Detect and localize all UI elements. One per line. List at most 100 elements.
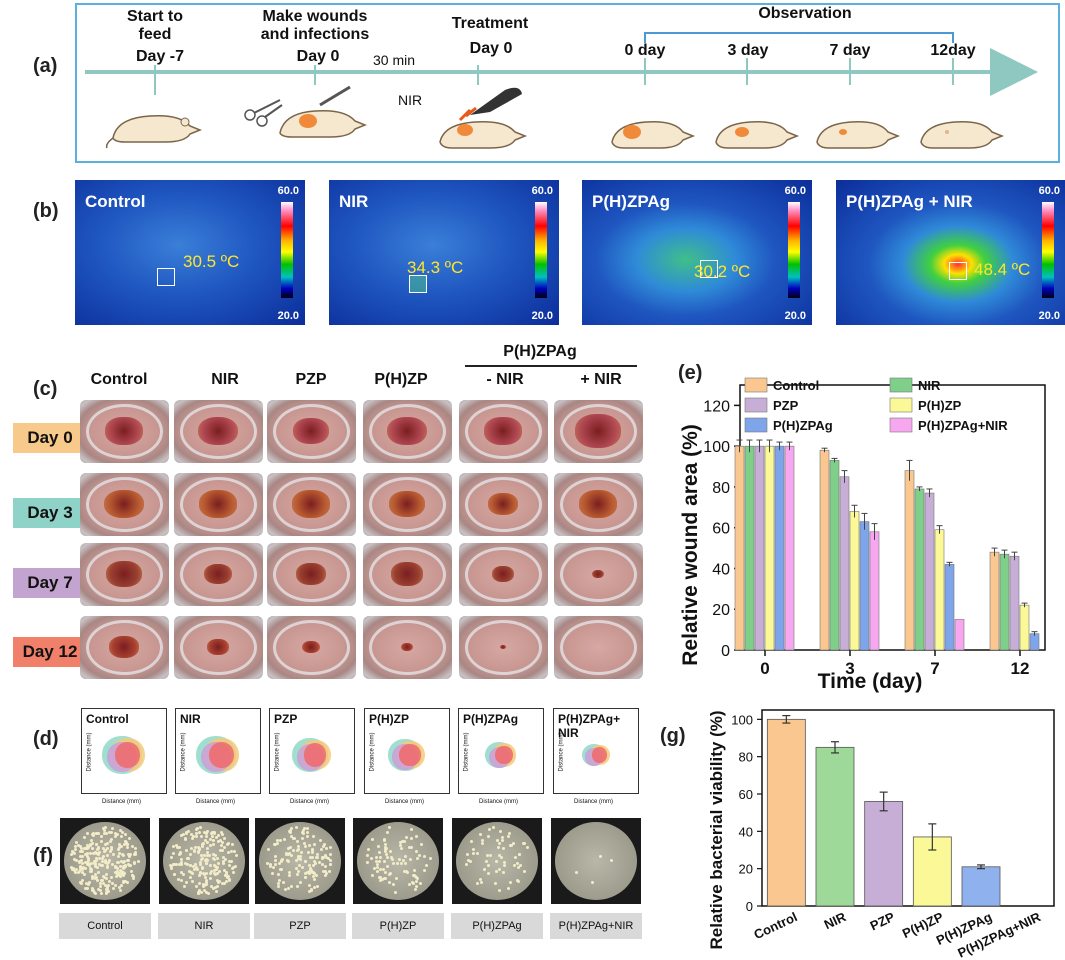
bacterial-colony [284,852,288,856]
bacterial-colony [180,857,184,861]
day-0-wound: Day 0 [296,48,340,65]
bacterial-colony [303,826,307,830]
bacterial-colony [306,831,310,835]
bacterial-colony [110,876,114,880]
bacterial-colony [180,871,184,875]
bacterial-colony [229,860,233,864]
bacterial-colony [415,877,419,881]
bacterial-colony [204,871,208,875]
bacterial-colony [304,845,308,849]
bacterial-colony [194,862,198,866]
bacterial-colony [120,869,124,873]
bacterial-colony [181,833,185,837]
bacterial-colony [472,847,475,851]
day-tag-0: Day 0 [13,423,87,453]
wound-photo [80,473,169,536]
bacterial-colony [75,867,79,871]
bacterial-colony [196,851,200,855]
e-legend-label: NIR [918,378,941,393]
bacterial-colony [128,863,132,867]
bacterial-colony [203,875,207,879]
scale-max: 60.0 [784,185,806,197]
bacterial-colony [210,831,214,835]
bacterial-colony [99,840,103,843]
bacterial-colony [419,882,423,886]
bacterial-colony [306,850,310,854]
bacterial-colony [117,854,121,858]
bacterial-colony [271,866,275,870]
petri-ring [86,477,163,532]
bacterial-colony [184,836,187,840]
bacterial-colony [126,863,130,867]
color-scale [1042,202,1054,298]
rat-icon-wound [244,85,368,138]
bacterial-colony [365,861,369,865]
wound-photo [363,473,452,536]
bacterial-colony [205,832,209,836]
bacterial-colony [211,839,215,843]
bacterial-colony [290,884,294,888]
bacterial-colony [78,854,82,858]
bacterial-colony [480,838,484,842]
bacterial-colony [87,864,91,868]
bacterial-colony [197,830,201,834]
bacterial-colony [377,860,381,864]
bacterial-colony [370,838,374,842]
bacterial-colony [325,847,329,851]
e-bar [839,476,850,651]
bacterial-colony [307,864,311,868]
bacterial-colony [288,846,292,849]
bacterial-colony [119,844,123,848]
petri-ring [273,477,350,532]
bacterial-colony [283,837,287,841]
bacterial-colony [325,856,329,860]
bacterial-colony [83,846,87,850]
bacterial-colony [266,848,270,852]
bacterial-colony [123,859,127,863]
bacterial-colony [221,849,225,853]
petri-ring [86,620,163,675]
thermal-title: Control [85,192,146,211]
bacterial-colony [100,863,104,867]
bacterial-colony [403,870,407,874]
bacterial-colony [223,836,227,840]
g-xtick-label: NIR [822,909,849,932]
bacterial-colony [96,879,100,883]
bacterial-colony [212,868,216,872]
bacterial-colony [187,857,191,861]
bacterial-colony [276,841,280,845]
bacterial-colony [90,869,94,873]
bacterial-colony [205,854,209,858]
plate-label: NIR [158,913,250,939]
bacterial-colony [324,865,328,869]
bacterial-colony [119,860,123,864]
bacterial-colony [186,863,190,867]
bacterial-colony [82,835,86,839]
bacterial-colony [311,856,315,860]
e-legend-swatch [744,417,768,433]
bacterial-colony [189,832,193,836]
bacterial-colony [397,858,401,862]
agar-plate [255,818,345,904]
bacterial-colony [322,844,326,848]
bacterial-colony [388,873,392,877]
thermal-title: P(H)ZPAg + NIR [846,192,973,211]
bacterial-colony [273,854,277,858]
bacterial-colony [116,867,120,871]
bacterial-colony [220,881,224,885]
bacterial-colony [380,878,384,882]
bacterial-colony [516,879,520,883]
bacterial-colony [119,874,123,878]
bacterial-colony [93,865,97,869]
bacterial-colony [106,854,110,858]
bacterial-colony [274,842,278,846]
bacterial-colony [298,858,302,862]
bacterial-colony [104,892,108,896]
bacterial-colony [207,854,211,858]
bacterial-colony [498,889,502,893]
bacterial-colony [413,887,417,891]
g-ytick-label: 80 [739,750,753,765]
wound-spot [387,416,427,446]
bacterial-colony [485,860,489,864]
bacterial-colony [89,862,93,866]
